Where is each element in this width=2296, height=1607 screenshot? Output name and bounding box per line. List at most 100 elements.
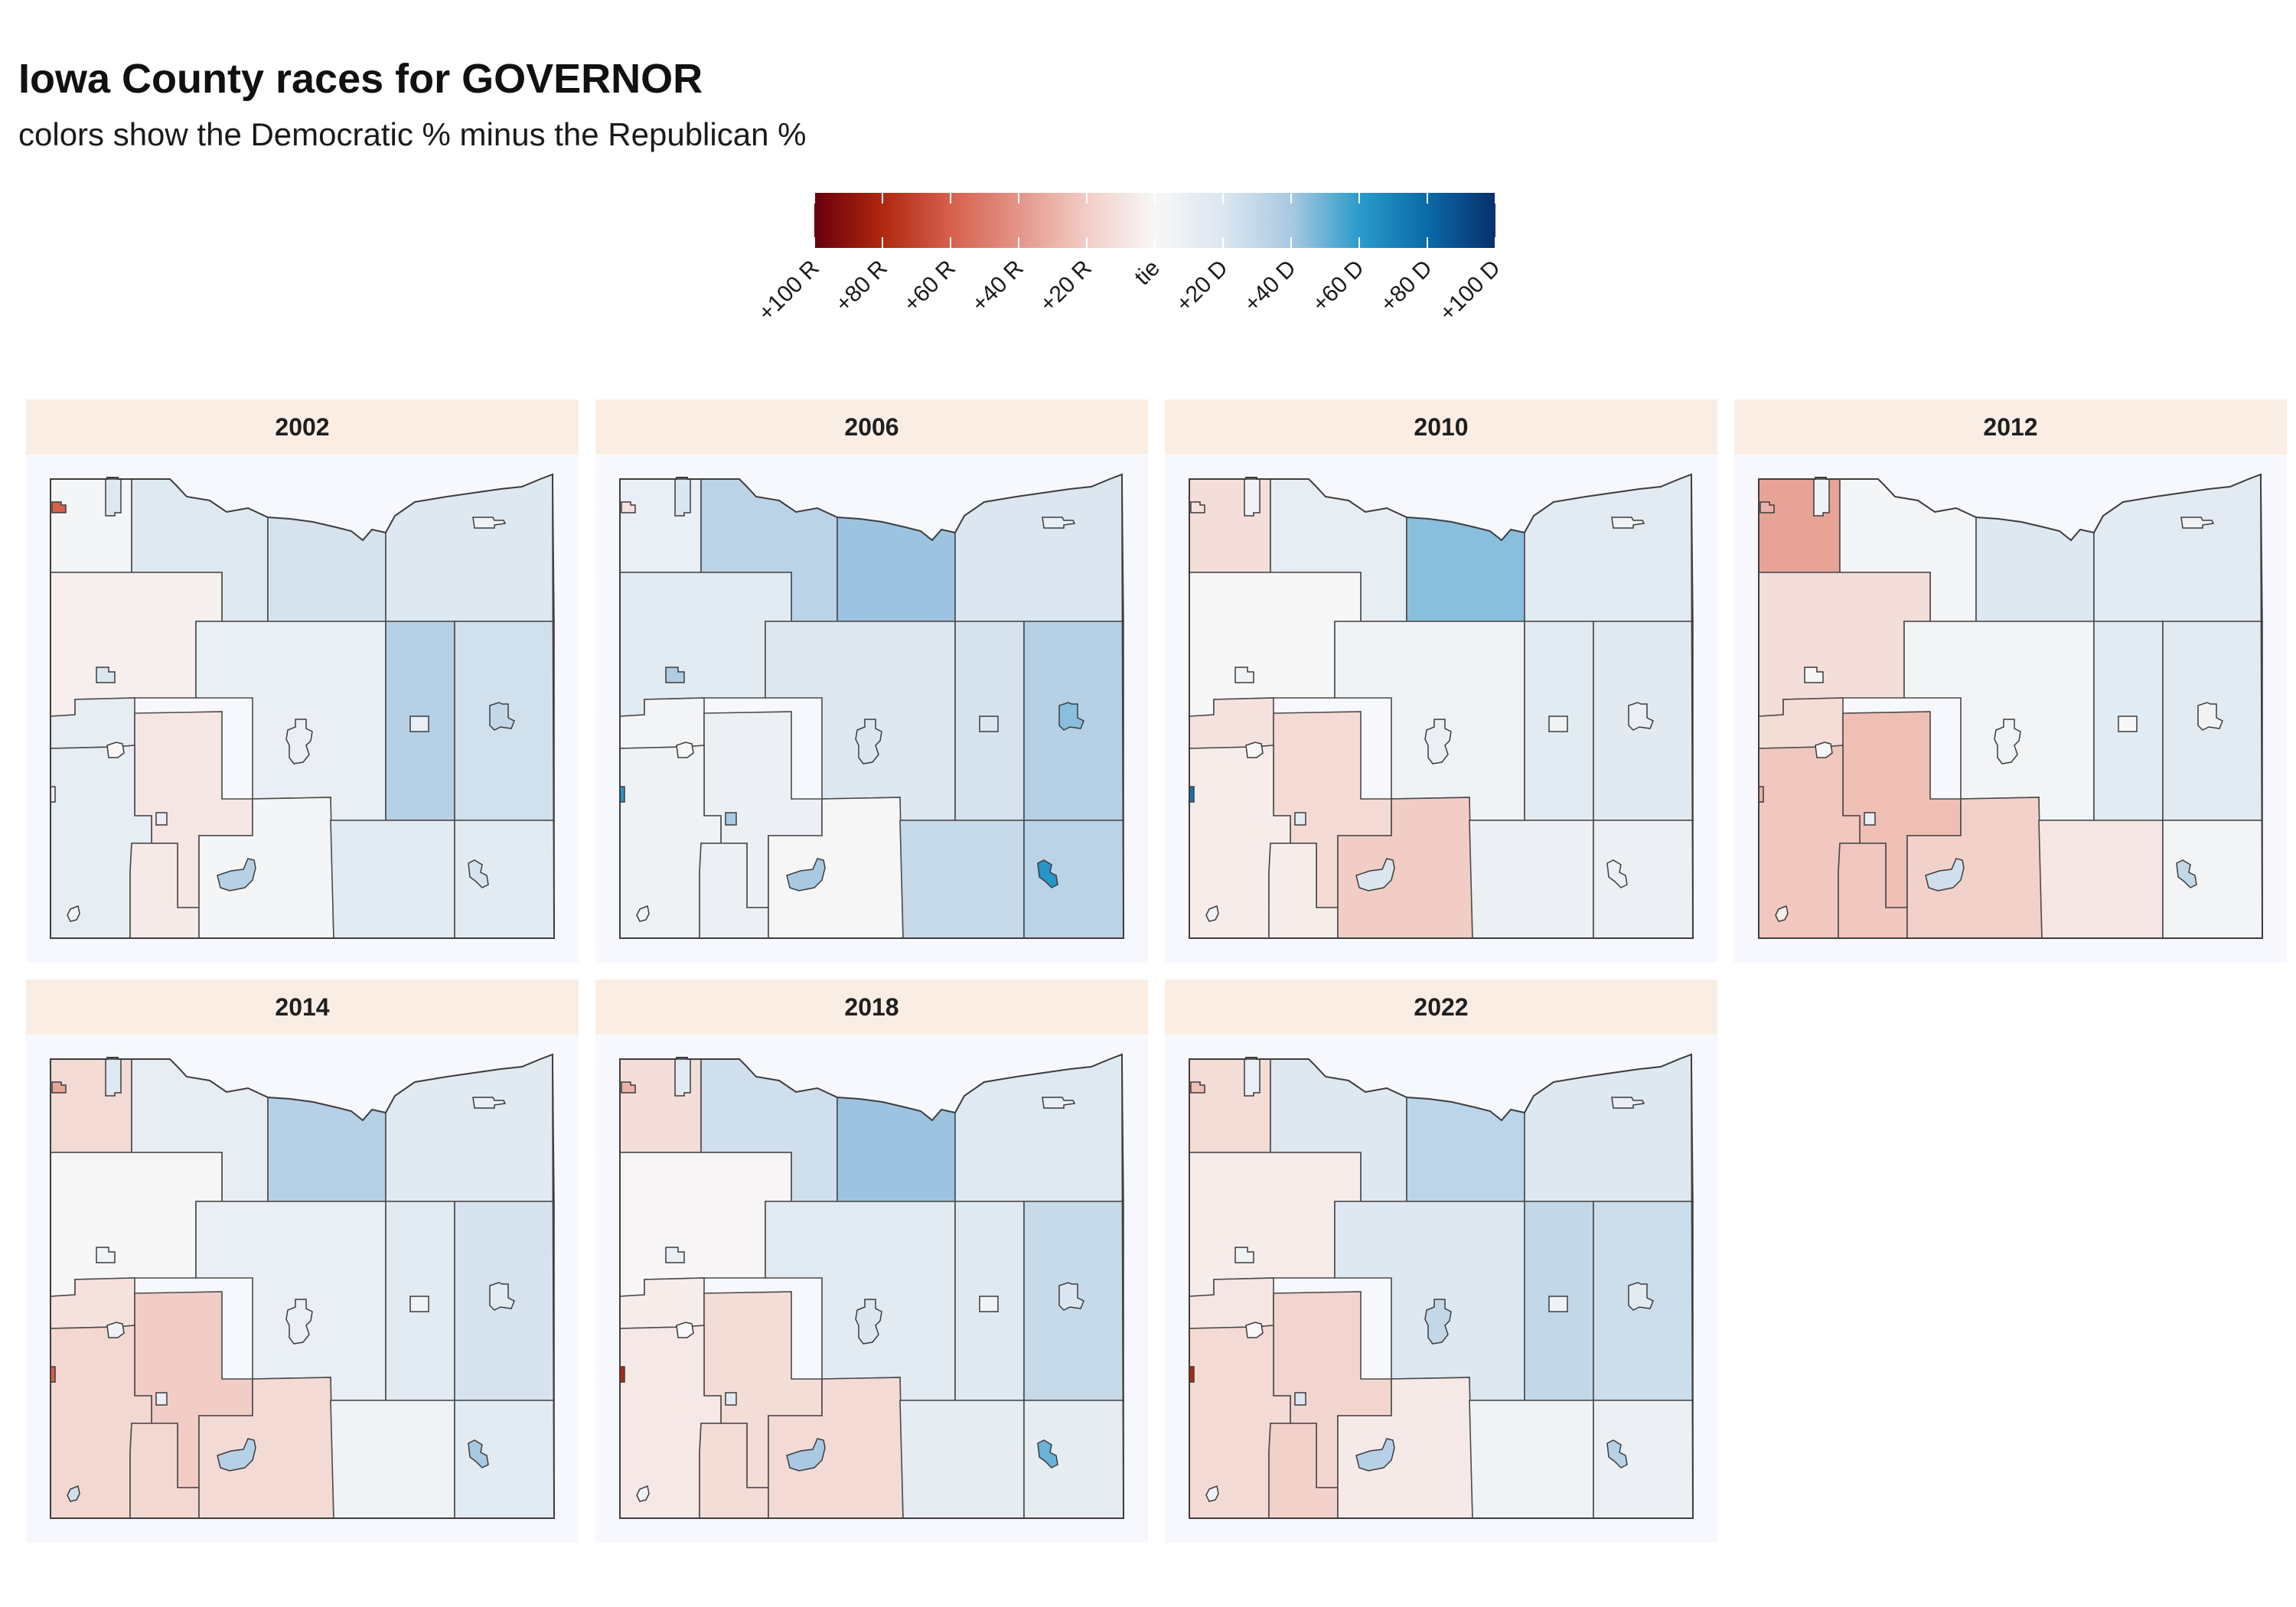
- city-sc: [1355, 858, 1395, 892]
- city-nw: [621, 501, 636, 513]
- city-sc: [786, 858, 826, 892]
- township-se3: [1469, 820, 1594, 939]
- township-ne: [1524, 473, 1694, 622]
- city-c3: [155, 812, 168, 826]
- county-outline: [1189, 1053, 1694, 1519]
- page-title: Iowa County races for GOVERNOR: [18, 56, 703, 102]
- city-sw: [636, 1485, 650, 1502]
- city-c: [855, 719, 882, 764]
- legend-label: +60 R: [899, 256, 960, 318]
- city-nwt: [1244, 478, 1261, 517]
- city-e4: [1058, 1282, 1084, 1311]
- city-nw: [1190, 1081, 1205, 1094]
- panel-year-label: 2018: [595, 980, 1148, 1035]
- city-c3: [155, 1392, 168, 1406]
- legend-label: +40 D: [1239, 256, 1301, 318]
- township-se3: [330, 820, 455, 939]
- township-ne: [385, 1053, 555, 1202]
- city-w3: [1245, 1322, 1264, 1338]
- township-c: [765, 1201, 956, 1401]
- township-ne: [1524, 1053, 1694, 1202]
- city-w3: [106, 742, 125, 758]
- legend-label: +80 D: [1375, 256, 1437, 318]
- city-nwt: [1244, 1058, 1261, 1097]
- legend-label: +80 R: [830, 256, 892, 318]
- city-nwt: [674, 1058, 691, 1097]
- legend-label: +20 D: [1171, 256, 1233, 318]
- county-map: [595, 455, 1148, 963]
- county-map: [1165, 1035, 1717, 1543]
- county-map-svg: [619, 1053, 1125, 1519]
- township-n3: [267, 1097, 386, 1202]
- city-w2: [1234, 667, 1254, 683]
- county-map: [595, 1035, 1148, 1543]
- county-map-svg: [50, 473, 556, 939]
- city-e4: [1628, 1282, 1654, 1311]
- city-nw: [51, 501, 67, 513]
- township-c: [195, 1201, 386, 1401]
- panel-year-label: 2014: [26, 980, 579, 1035]
- panel-year-label: 2002: [26, 399, 579, 455]
- city-sc: [1355, 1438, 1395, 1472]
- map-panel-2014: 2014: [26, 980, 579, 1543]
- city-c: [285, 719, 313, 764]
- county-map-svg: [1189, 473, 1694, 939]
- city-w3: [1815, 742, 1833, 758]
- city-c: [1424, 1299, 1452, 1345]
- city-w2: [1234, 1247, 1254, 1263]
- township-n3: [267, 517, 386, 622]
- city-e4: [2197, 702, 2223, 731]
- township-n3: [837, 517, 956, 622]
- city-sw: [67, 1485, 80, 1502]
- city-c3: [1294, 1392, 1306, 1406]
- legend-label: +20 R: [1035, 256, 1097, 318]
- township-se4: [1023, 1400, 1124, 1519]
- legend-label: +100 R: [754, 256, 824, 326]
- township-se4: [2162, 820, 2263, 939]
- city-e3: [409, 1296, 429, 1312]
- city-e3: [979, 1296, 999, 1312]
- map-panel-2022: 2022: [1165, 980, 1717, 1543]
- city-se: [2176, 859, 2197, 888]
- city-ne: [1611, 1097, 1645, 1109]
- county-map-svg: [1189, 1053, 1694, 1519]
- city-c: [1424, 719, 1452, 764]
- township-se3: [330, 1400, 455, 1519]
- county-outline: [1189, 473, 1694, 939]
- township-se3: [2038, 820, 2164, 939]
- township-se3: [899, 1400, 1025, 1519]
- city-e3: [2118, 715, 2138, 732]
- city-w3: [676, 1322, 694, 1338]
- township-se3: [899, 820, 1025, 939]
- city-nwt: [674, 478, 691, 517]
- city-c: [285, 1299, 313, 1345]
- city-e3: [1548, 715, 1568, 732]
- city-se: [1606, 859, 1628, 888]
- township-c: [1334, 621, 1525, 821]
- city-w3: [676, 742, 694, 758]
- city-w3: [106, 1322, 125, 1338]
- map-panel-2010: 2010: [1165, 399, 1717, 963]
- city-c: [1994, 719, 2021, 764]
- city-e4: [489, 702, 515, 731]
- city-sw: [67, 905, 80, 922]
- city-sc: [786, 1438, 826, 1472]
- city-se: [468, 1439, 489, 1468]
- city-ne: [472, 1097, 507, 1109]
- city-ne: [1042, 517, 1076, 529]
- legend-label: +100 D: [1435, 256, 1505, 326]
- city-e4: [489, 1282, 515, 1311]
- township-n3: [1406, 1097, 1525, 1202]
- township-se4: [1593, 820, 1694, 939]
- county-outline: [50, 1053, 556, 1519]
- township-c: [1334, 1201, 1525, 1401]
- map-panel-2018: 2018: [595, 980, 1148, 1543]
- county-map-svg: [1758, 473, 2264, 939]
- city-c3: [1294, 812, 1306, 826]
- township-ne: [954, 473, 1124, 622]
- township-se4: [454, 1400, 555, 1519]
- county-map-svg: [50, 1053, 556, 1519]
- city-ne: [472, 517, 507, 529]
- city-ne: [2180, 517, 2215, 529]
